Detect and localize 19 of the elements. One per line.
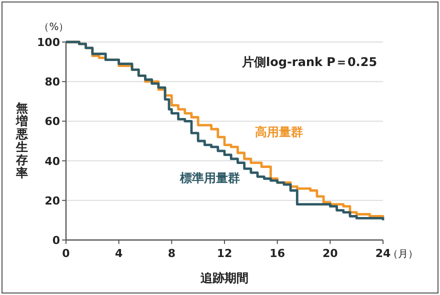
x-tick-label: 16	[270, 247, 286, 260]
x-tick-label: 24	[375, 247, 391, 260]
x-tick-label: 20	[322, 247, 338, 260]
y-tick-label: 40	[44, 154, 60, 168]
y-tick-label: 60	[44, 115, 60, 128]
series-label: 標準用量群	[179, 171, 240, 185]
y-axis-title: 無増悪生存率	[15, 101, 29, 180]
y-tick-label: 0	[52, 234, 60, 247]
y-tick-label: 20	[44, 194, 60, 208]
annotation: 片側log-rank P＝0.25	[241, 55, 378, 69]
x-tick-label: 4	[115, 247, 124, 260]
y-tick-label: 80	[44, 76, 60, 89]
x-axis-title: 追跡期間	[200, 271, 248, 285]
x-tick-label: 0	[62, 247, 70, 260]
x-tick-label: 8	[168, 247, 176, 260]
text: （%）	[39, 22, 69, 33]
x-tick-label: 12	[216, 247, 232, 260]
y-tick-label: 100	[37, 36, 60, 49]
series-label: 高用量群	[255, 125, 303, 139]
